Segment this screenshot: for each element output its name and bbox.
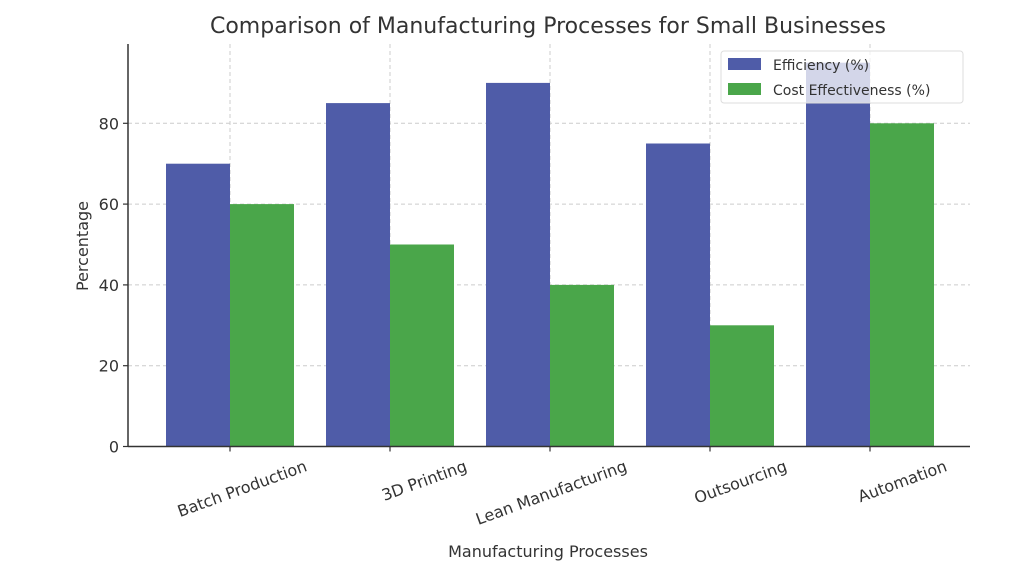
x-tick-label: Lean Manufacturing xyxy=(473,456,629,528)
bar-cost-effectiveness xyxy=(230,204,294,447)
bar-cost-effectiveness xyxy=(550,284,614,447)
y-tick-label: 60 xyxy=(99,195,119,214)
x-tick-label: Automation xyxy=(855,456,949,506)
bar-cost-effectiveness xyxy=(710,325,774,447)
x-tick-label: 3D Printing xyxy=(379,456,469,504)
x-tick-label: Batch Production xyxy=(175,456,309,520)
x-tick-label: Outsourcing xyxy=(692,456,790,507)
y-tick-label: 20 xyxy=(99,357,119,376)
x-ticks: Batch Production 3D Printing Lean Manufact… xyxy=(175,446,949,529)
bar-efficiency xyxy=(326,103,390,447)
legend-swatch xyxy=(728,83,761,95)
legend-box xyxy=(720,50,964,104)
y-ticks: 0 20 40 60 80 xyxy=(99,114,128,457)
legend-label: Efficiency (%) xyxy=(773,58,869,74)
bar-cost-effectiveness xyxy=(870,123,934,447)
y-tick-label: 40 xyxy=(99,276,119,295)
chart-title: Comparison of Manufacturing Processes fo… xyxy=(210,14,886,39)
y-tick-label: 0 xyxy=(109,438,119,457)
axes xyxy=(127,44,970,448)
bar-efficiency xyxy=(486,82,550,447)
y-tick-label: 80 xyxy=(99,114,119,133)
legend-label: Cost Effectiveness (%) xyxy=(773,83,930,99)
x-axis-label: Manufacturing Processes xyxy=(448,542,648,561)
bar-efficiency xyxy=(166,163,230,447)
legend: Efficiency (%) Cost Effectiveness (%) xyxy=(720,50,964,104)
y-axis-label: Percentage xyxy=(73,201,92,291)
legend-swatch xyxy=(728,58,761,70)
bar-efficiency xyxy=(806,62,870,447)
bar-cost-effectiveness xyxy=(390,244,454,447)
bars xyxy=(166,62,934,447)
bar-efficiency xyxy=(646,143,710,447)
